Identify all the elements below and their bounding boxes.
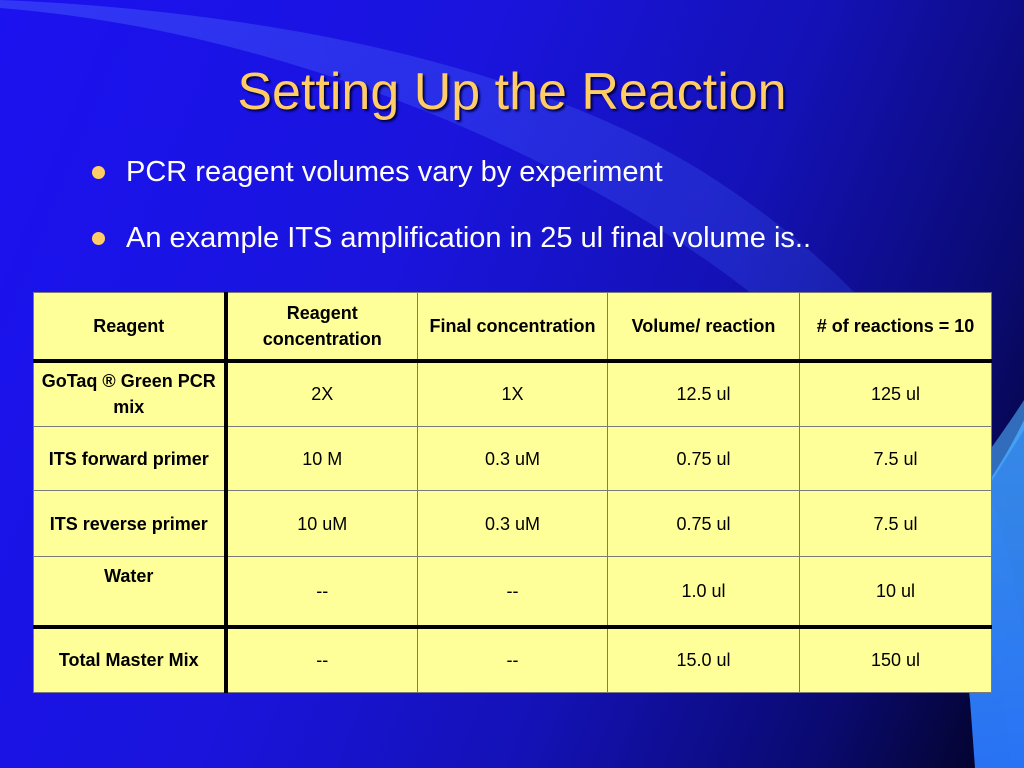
cell-volume-per-reaction: 0.75 ul [607,426,800,491]
cell-final-concentration: 1X [417,360,608,427]
row-reagent-name: Water [33,556,228,627]
column-header-reagent: Reagent [33,292,228,363]
cell-total-volume: 150 ul [799,624,992,693]
cell-final-concentration: -- [417,624,608,693]
row-reagent-name: GoTaq ® Green PCR mix [33,360,228,427]
table-row: ITS forward primer 10 M 0.3 uM 0.75 ul 7… [33,426,992,491]
cell-final-concentration: 0.3 uM [417,490,608,557]
table-total-row: Total Master Mix -- -- 15.0 ul 150 ul [33,624,992,693]
bullet-item: PCR reagent volumes vary by experiment [88,152,811,192]
cell-total-volume: 125 ul [799,360,992,427]
bullet-text: PCR reagent volumes vary by experiment [126,156,663,188]
cell-volume-per-reaction: 15.0 ul [607,624,800,693]
cell-reagent-concentration: -- [225,624,418,693]
column-header-volume-per-reaction: Volume/ reaction [607,292,800,363]
column-header-final-concentration: Final concentration [417,292,608,363]
column-header-reagent-concentration: Reagent concentration [225,292,418,363]
table-row: ITS reverse primer 10 uM 0.3 uM 0.75 ul … [33,490,992,557]
bullet-dot-icon [92,232,105,245]
bullet-text: An example ITS amplification in 25 ul fi… [126,222,812,254]
cell-volume-per-reaction: 0.75 ul [607,490,800,557]
table-row: Water -- -- 1.0 ul 10 ul [33,556,992,627]
row-reagent-name: Total Master Mix [33,624,228,693]
cell-volume-per-reaction: 12.5 ul [607,360,800,427]
slide-title: Setting Up the Reaction [237,63,787,121]
bullet-item: An example ITS amplification in 25 ul fi… [88,218,811,258]
cell-total-volume: 10 ul [799,556,992,627]
cell-volume-per-reaction: 1.0 ul [607,556,800,627]
reagent-volume-table: Reagent Reagent concentration Final conc… [33,292,992,693]
cell-reagent-concentration: 10 M [225,426,418,491]
bullet-dot-icon [92,166,105,179]
row-reagent-name: ITS forward primer [33,426,228,491]
cell-final-concentration: -- [417,556,608,627]
cell-total-volume: 7.5 ul [799,426,992,491]
row-reagent-name: ITS reverse primer [33,490,228,557]
column-header-reactions-count: # of reactions = 10 [799,292,992,363]
table-row: GoTaq ® Green PCR mix 2X 1X 12.5 ul 125 … [33,360,992,427]
cell-reagent-concentration: 10 uM [225,490,418,557]
table-header-row: Reagent Reagent concentration Final conc… [33,292,992,363]
cell-total-volume: 7.5 ul [799,490,992,557]
cell-reagent-concentration: -- [225,556,418,627]
cell-final-concentration: 0.3 uM [417,426,608,491]
bullet-list: PCR reagent volumes vary by experiment A… [88,152,811,284]
cell-reagent-concentration: 2X [225,360,418,427]
